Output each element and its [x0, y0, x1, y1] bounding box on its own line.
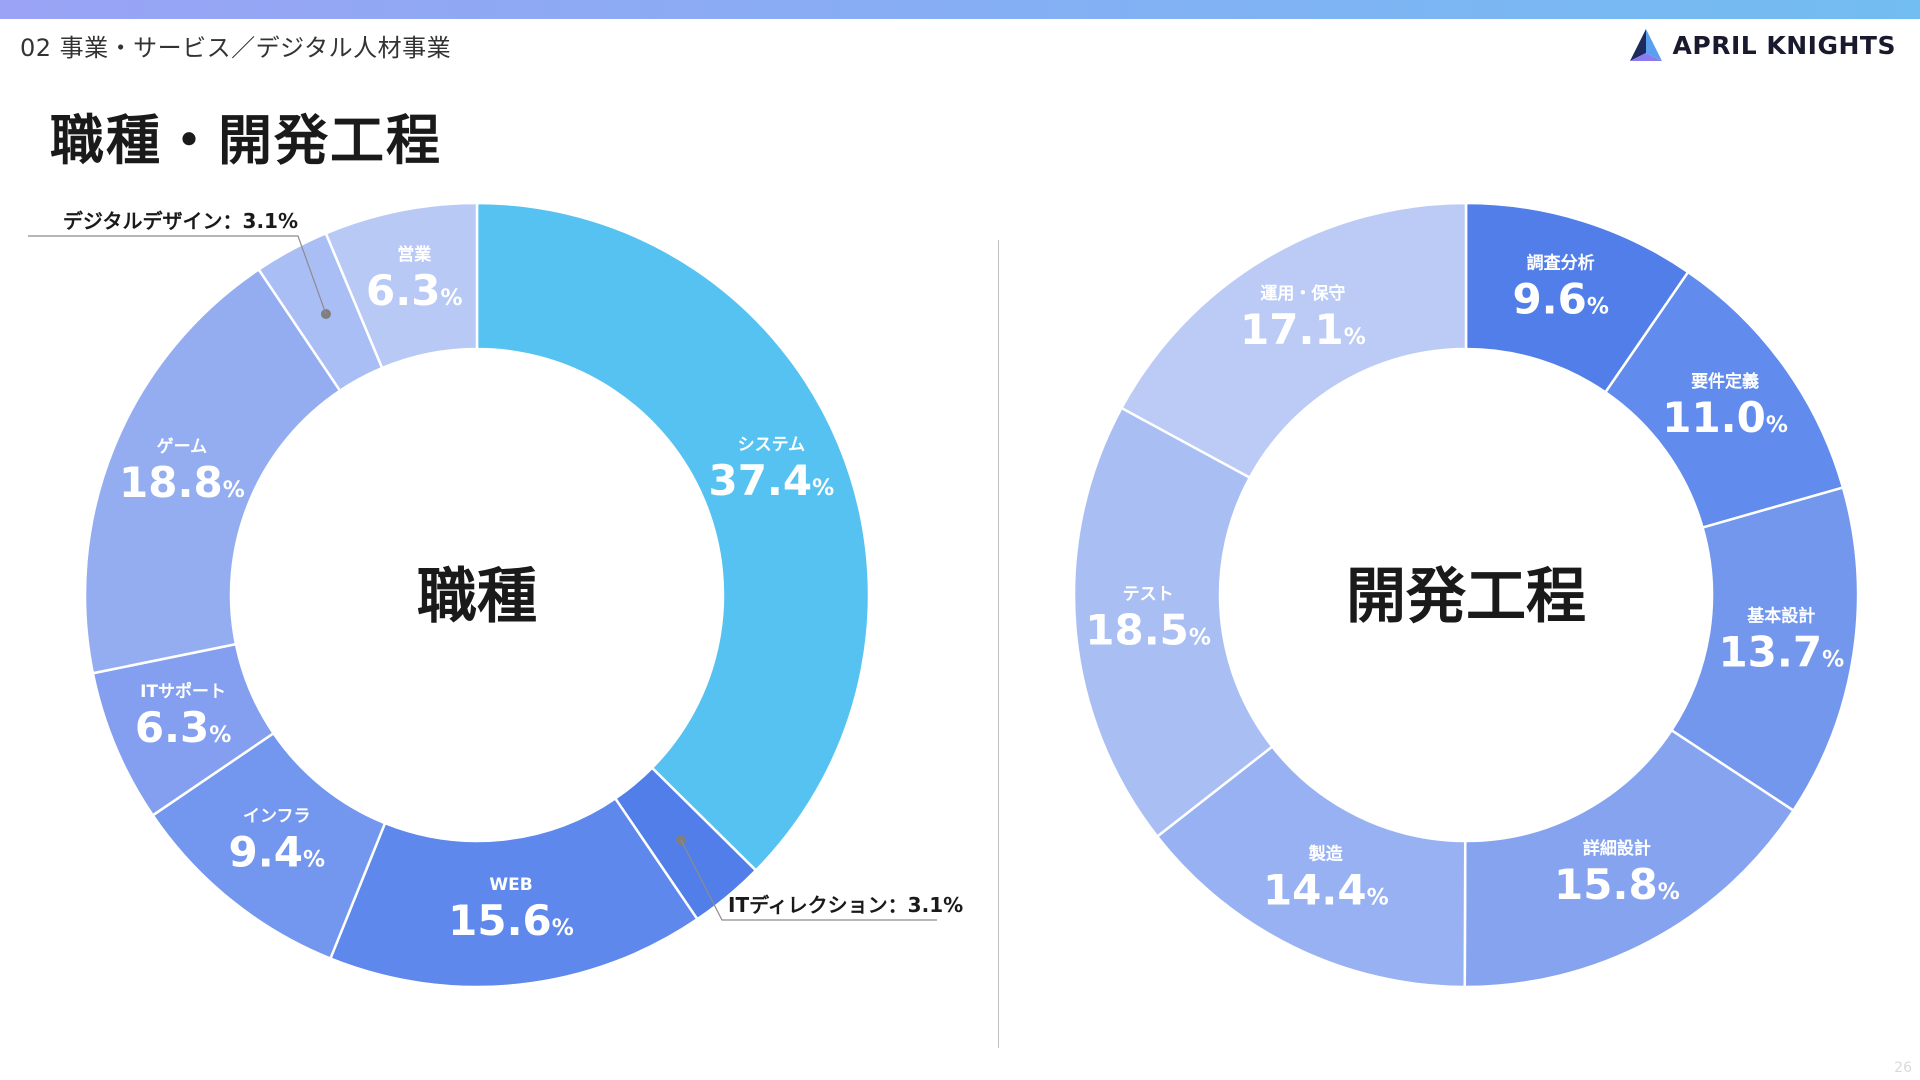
- slice-value-number: 15.8: [1554, 860, 1658, 909]
- slice-label: 運用・保守: [1260, 283, 1345, 304]
- breadcrumb: 02 事業・サービス／デジタル人材事業: [20, 34, 452, 62]
- slice-value-unit: %: [1367, 886, 1389, 911]
- slice-value: 18.5%: [1085, 606, 1211, 655]
- slice-value-number: 18.8: [119, 458, 223, 507]
- slice-value: 9.4%: [229, 827, 325, 876]
- slice-value-unit: %: [1766, 413, 1788, 438]
- brand-name: APRIL KNIGHTS: [1672, 30, 1896, 60]
- slice-value: 15.8%: [1554, 860, 1680, 909]
- slice-value-number: 13.7: [1718, 627, 1822, 676]
- slice-value-unit: %: [223, 478, 245, 503]
- slice-value: 6.3%: [135, 703, 231, 752]
- slice-label: 営業: [397, 244, 431, 265]
- slice-label: インフラ: [243, 806, 311, 826]
- slice-value-unit: %: [552, 916, 574, 941]
- donut-slice: [83, 267, 342, 675]
- slice-value-unit: %: [209, 723, 231, 748]
- slice-label: システム: [738, 435, 806, 455]
- slice-value-unit: %: [1344, 325, 1366, 350]
- donut-slice: [324, 201, 479, 370]
- slice-value: 17.1%: [1240, 305, 1366, 354]
- callout-leader-line: [28, 235, 327, 315]
- slice-value: 6.3%: [366, 266, 462, 315]
- brand: APRIL KNIGHTS: [1629, 27, 1896, 63]
- donut-slice: [1463, 728, 1796, 989]
- slice-value-unit: %: [303, 847, 325, 872]
- slice-label: WEB: [489, 875, 532, 895]
- slice-value: 13.7%: [1718, 627, 1844, 676]
- page-title: 職種・開発工程: [50, 109, 442, 172]
- slice-value: 15.6%: [448, 896, 574, 945]
- donut-slice: [1119, 201, 1468, 480]
- slice-value-number: 17.1: [1240, 305, 1344, 354]
- slice-value: 9.6%: [1512, 274, 1608, 323]
- slice-value-unit: %: [812, 476, 834, 501]
- donut-center-label: 開発工程: [1346, 562, 1586, 632]
- page-number: 26: [1894, 1060, 1912, 1076]
- slice-label: 調査分析: [1527, 252, 1595, 273]
- slice-label: 要件定義: [1691, 371, 1759, 392]
- chart-divider: [998, 240, 999, 1048]
- slice-label: 詳細設計: [1583, 838, 1651, 859]
- donut-slice: [328, 796, 700, 989]
- slice-value-number: 9.4: [229, 827, 303, 876]
- donut-center-label: 職種: [417, 562, 537, 632]
- slice-value-number: 18.5: [1085, 606, 1189, 655]
- slice-value-unit: %: [440, 286, 462, 311]
- callout-leader-line: [680, 839, 937, 921]
- slice-label: 製造: [1308, 844, 1344, 865]
- slice-value-number: 9.6: [1512, 274, 1586, 323]
- slice-value-number: 6.3: [366, 266, 440, 315]
- donut-slice: [1072, 406, 1274, 839]
- slice-value-unit: %: [1587, 294, 1609, 319]
- callout-label: デジタルデザイン：3.1%: [63, 209, 298, 233]
- slice-label: ITサポート: [140, 681, 226, 702]
- slice-value-number: 37.4: [708, 456, 812, 505]
- top-accent-bar: [0, 0, 1920, 19]
- slice-label: テスト: [1123, 585, 1174, 605]
- slice-value-number: 14.4: [1263, 866, 1367, 915]
- triangle-logo-icon: [1629, 29, 1662, 61]
- slice-value-number: 11.0: [1662, 393, 1766, 442]
- slice-label: 基本設計: [1746, 605, 1815, 626]
- slice-value-unit: %: [1822, 647, 1844, 672]
- slice-value-unit: %: [1658, 880, 1680, 905]
- slice-value-number: 6.3: [135, 703, 209, 752]
- slice-value: 18.8%: [119, 458, 245, 507]
- donut-slice: [475, 201, 871, 873]
- slice-value: 37.4%: [708, 456, 834, 505]
- slice-value-number: 15.6: [448, 896, 552, 945]
- callout-label: ITディレクション：3.1%: [728, 893, 963, 917]
- slice-value: 11.0%: [1662, 393, 1788, 442]
- slice-value-unit: %: [1189, 626, 1211, 651]
- slice-value: 14.4%: [1263, 866, 1389, 915]
- slice-label: ゲーム: [157, 436, 208, 457]
